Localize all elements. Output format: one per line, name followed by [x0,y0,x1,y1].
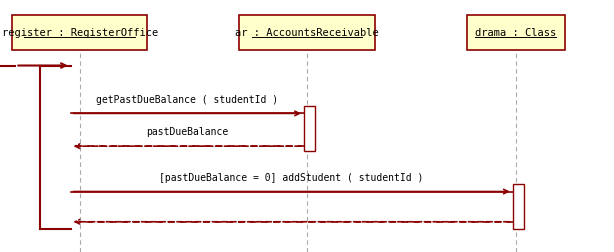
Bar [239,15,375,50]
Text: [pastDueBalance = 0] addStudent ( studentId ): [pastDueBalance = 0] addStudent ( studen… [160,173,424,183]
Text: pastDueBalance: pastDueBalance [146,127,228,137]
Bar [513,184,524,229]
Text: drama : Class: drama : Class [475,28,556,38]
Text: getPastDueBalance ( studentId ): getPastDueBalance ( studentId ) [96,94,278,105]
Text: register : RegisterOffice: register : RegisterOffice [2,28,158,38]
Bar [467,15,565,50]
Bar [12,15,147,50]
Bar [304,106,315,151]
Text: ar : AccountsReceivable: ar : AccountsReceivable [235,28,379,38]
